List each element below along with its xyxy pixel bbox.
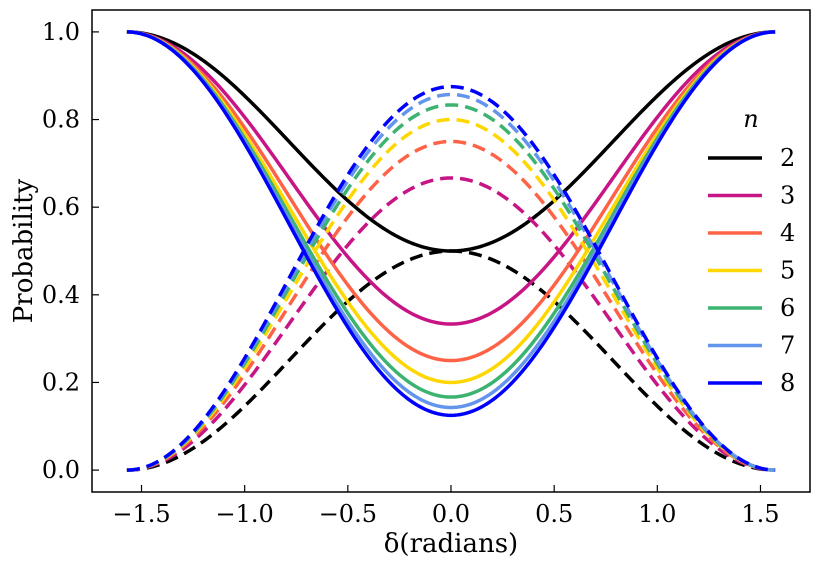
x-tick-label: −1.0 — [216, 500, 274, 528]
series-line-dashed-n3 — [126, 176, 776, 472]
x-tick-label: 1.0 — [638, 500, 676, 528]
y-tick-label: 0.0 — [42, 456, 80, 484]
x-tick-label: 1.5 — [741, 500, 779, 528]
x-axis-title: δ(radians) — [384, 529, 518, 559]
legend-label-n7: 7 — [780, 332, 795, 360]
series-line-solid-n4 — [126, 30, 776, 363]
legend-label-n5: 5 — [780, 257, 795, 285]
series-line-solid-n8 — [126, 30, 776, 418]
y-axis-title: Probability — [9, 178, 39, 323]
legend-label-n8: 8 — [780, 369, 795, 397]
plot-lines — [126, 30, 776, 472]
series-line-solid-n5 — [126, 30, 776, 385]
x-tick-label: −1.5 — [112, 500, 170, 528]
x-tick-label: 0.5 — [535, 500, 573, 528]
y-tick-label: 1.0 — [42, 18, 80, 46]
legend-label-n3: 3 — [780, 182, 795, 210]
x-tick-label: −0.5 — [319, 500, 377, 528]
legend-label-n2: 2 — [780, 144, 795, 172]
y-tick-label: 0.2 — [42, 368, 80, 396]
series-line-dashed-n2 — [126, 249, 776, 472]
series-line-dashed-n5 — [126, 117, 776, 472]
legend-label-n4: 4 — [780, 219, 795, 247]
series-line-dashed-n4 — [126, 139, 776, 472]
legend-label-n6: 6 — [780, 294, 795, 322]
series-line-dashed-n8 — [126, 84, 776, 472]
x-tick-label: 0.0 — [432, 500, 470, 528]
y-tick-label: 0.8 — [42, 106, 80, 134]
series-line-solid-n2 — [126, 30, 776, 253]
x-axis: −1.5 −1.0 −0.5 0.0 0.5 1.0 1.5 — [112, 485, 780, 528]
y-axis: 0.0 0.2 0.4 0.6 0.8 1.0 — [42, 18, 99, 484]
y-tick-label: 0.6 — [42, 193, 80, 221]
legend-title: n — [743, 105, 758, 133]
y-tick-label: 0.4 — [42, 281, 80, 309]
legend: n 2 3 4 5 6 7 8 — [708, 105, 795, 397]
series-line-solid-n3 — [126, 30, 776, 326]
